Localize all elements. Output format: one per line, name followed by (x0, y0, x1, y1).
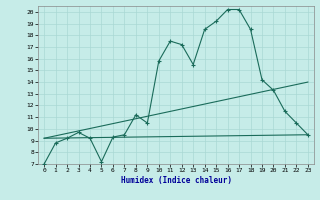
X-axis label: Humidex (Indice chaleur): Humidex (Indice chaleur) (121, 176, 231, 185)
